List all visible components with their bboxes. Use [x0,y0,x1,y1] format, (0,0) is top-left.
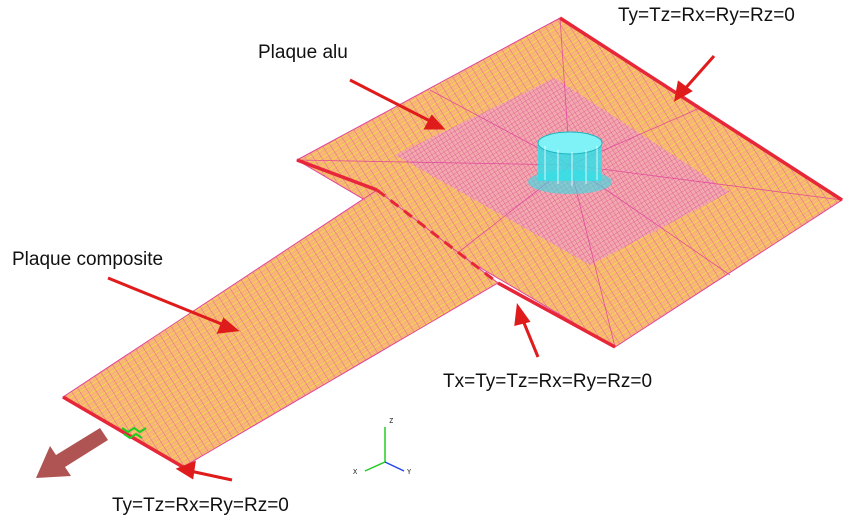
edge-alu-left [296,158,378,192]
node-marker-icon [121,426,147,440]
label-bc-bottom-left: Ty=Tz=Rx=Ry=Rz=0 [112,495,289,516]
edge-top-right [559,16,843,202]
load-arrow-icon [36,428,108,478]
axis-y-label: Y [407,468,412,476]
edge-middle [497,281,616,349]
label-bc-top-right: Ty=Tz=Rx=Ry=Rz=0 [618,5,795,26]
edge-bottom-left [62,395,184,469]
arrow-plaque-alu [349,78,446,130]
axis-x-label: X [353,468,358,476]
label-plaque-composite: Plaque composite [12,249,164,270]
arrow-bc-middle [514,302,540,358]
plate-interface-line [376,188,499,285]
label-plaque-alu: Plaque alu [258,42,348,63]
label-bc-middle: Tx=Ty=Tz=Rx=Ry=Rz=0 [443,371,653,392]
axis-triad-icon: Z X Y [353,417,412,476]
hub-icon [528,131,612,194]
constrained-edges [62,16,843,469]
arrow-bc-bottom-left [175,460,233,482]
annotation-arrows [107,55,716,482]
arrow-bc-top-right [673,55,716,102]
axis-z-label: Z [389,417,393,425]
arrow-plaque-composite [107,276,240,334]
